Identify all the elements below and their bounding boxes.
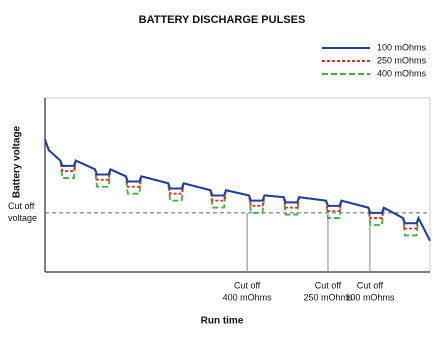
plot-frame bbox=[44, 97, 431, 273]
cutoff-label: Cut off bbox=[8, 201, 35, 211]
legend-label: 250 mOhms bbox=[377, 55, 427, 65]
legend-label: 100 mOhms bbox=[377, 42, 427, 52]
annotation: Cut off bbox=[357, 280, 384, 290]
series-line bbox=[44, 139, 431, 242]
annotation: Cut off bbox=[315, 280, 342, 290]
annotation: 400 mOhms bbox=[223, 292, 273, 302]
series-line bbox=[44, 139, 431, 242]
legend-label: 400 mOhms bbox=[377, 68, 427, 78]
annotation: 100 mOhms bbox=[345, 292, 395, 302]
chart-title: BATTERY DISCHARGE PULSES bbox=[139, 14, 306, 26]
x-axis-label: Run time bbox=[201, 316, 244, 327]
annotation: Cut off bbox=[234, 280, 261, 290]
y-axis-label: Battery voltage bbox=[12, 125, 23, 198]
cutoff-label: voltage bbox=[8, 213, 37, 223]
series-line bbox=[44, 139, 431, 242]
annotation: 250 mOhms bbox=[303, 292, 353, 302]
